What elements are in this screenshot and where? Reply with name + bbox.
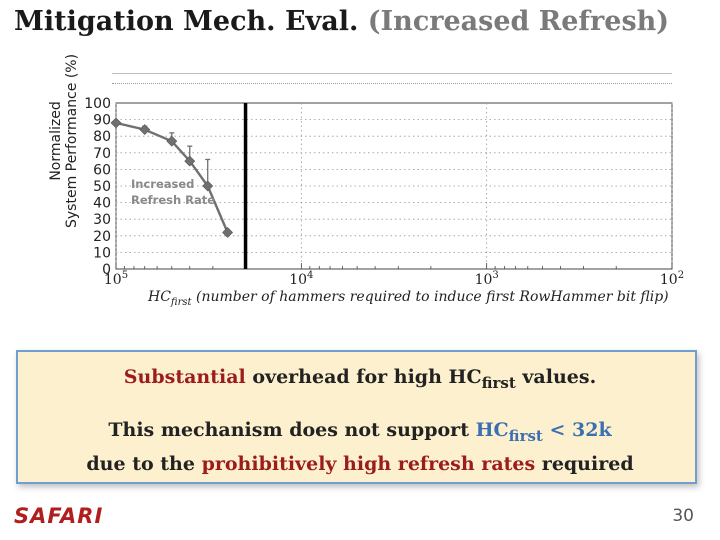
slide-title: Mitigation Mech. Eval. (Increased Refres… <box>14 6 669 37</box>
takeaway-line-1: Substantial overhead for high HCfirst va… <box>0 366 720 392</box>
y-axis-label-line2: System Performance (%) <box>64 53 80 228</box>
data-point <box>202 180 214 192</box>
y-tick-label: 30 <box>93 212 111 228</box>
title-main: Mitigation Mech. Eval. <box>14 6 359 37</box>
y-tick-label: 80 <box>93 129 111 145</box>
y-tick-label: 90 <box>93 113 111 129</box>
x-tick-label: 105 <box>104 270 128 288</box>
y-tick-label: 100 <box>84 96 111 112</box>
line3-red: prohibitively high refresh rates <box>201 452 536 475</box>
divider-dotted <box>112 83 672 84</box>
y-tick-label: 60 <box>93 162 111 178</box>
safari-logo: SAFARI <box>14 504 104 528</box>
line2-start: This mechanism does not support <box>108 419 476 441</box>
x-tick-label: 104 <box>289 270 313 288</box>
y-axis-label-line1: Normalized <box>48 101 64 181</box>
line3-start: due to the <box>86 452 202 475</box>
line2-sub: first <box>508 426 543 445</box>
x-axis-label-sub: first <box>170 296 192 308</box>
substantial-text: Substantial <box>123 366 246 388</box>
x-tick-label: 103 <box>475 270 499 288</box>
data-point <box>139 124 151 135</box>
takeaway-line-2: This mechanism does not support HCfirst … <box>0 416 720 478</box>
annotation-line-2: Refresh Rate <box>131 193 215 207</box>
divider-top <box>112 73 672 74</box>
y-tick-label: 10 <box>93 245 111 261</box>
data-point <box>222 227 234 238</box>
x-axis-label-rest: (number of hammers required to induce fi… <box>191 289 669 305</box>
series-line <box>115 121 229 233</box>
x-axis-label-prefix: HC <box>148 289 171 305</box>
page-number: 30 <box>672 506 694 526</box>
x-axis-label: HCfirst (number of hammers required to i… <box>148 289 669 308</box>
y-tick-label: 40 <box>93 196 111 212</box>
line1-sub: first <box>481 373 516 392</box>
y-tick-label: 70 <box>93 146 111 162</box>
line2-end: < 32k <box>542 419 612 441</box>
takeaway-box <box>16 350 697 484</box>
y-tick-label: 50 <box>93 179 111 195</box>
line3-end: required <box>535 452 634 475</box>
data-point <box>166 135 178 147</box>
title-sub: (Increased Refresh) <box>367 6 670 37</box>
y-tick-label: 20 <box>93 229 111 245</box>
line1-rest: overhead for high HC <box>245 366 482 388</box>
annotation-line-1: Increased <box>131 177 194 191</box>
x-tick-label: 102 <box>660 270 684 288</box>
line2-hc: HC <box>475 419 509 441</box>
data-point <box>184 155 196 167</box>
line1-end: values. <box>515 366 597 388</box>
data-point <box>110 117 122 129</box>
y-tick-label: 0 <box>102 262 111 278</box>
y-axis-label: Normalized System Performance (%) <box>48 54 80 228</box>
